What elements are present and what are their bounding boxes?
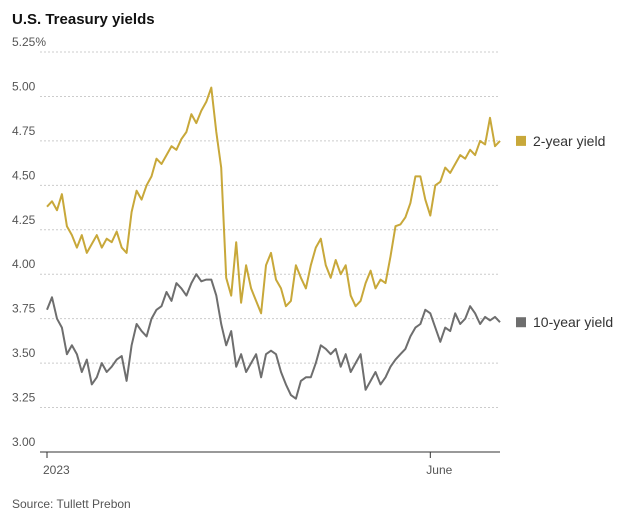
legend-swatch [516, 317, 526, 328]
y-tick-label: 3.25 [12, 391, 36, 405]
legend-label: 10-year yield [533, 314, 613, 330]
y-tick-label: 3.50 [12, 346, 36, 360]
source: Source: Tullett Prebon [12, 497, 131, 511]
legend-swatch [516, 135, 526, 146]
y-tick-label: 5.00 [12, 79, 36, 93]
x-tick-label: 2023 [43, 463, 70, 477]
y-tick-label: 4.25 [12, 213, 36, 227]
legend-label: 2-year yield [533, 133, 605, 149]
y-tick-label: 3.75 [12, 302, 36, 316]
y-tick-label: 5.25% [12, 35, 46, 49]
y-tick-label: 4.00 [12, 257, 36, 271]
x-tick-label: June [426, 463, 452, 477]
y-tick-label: 4.75 [12, 124, 36, 138]
series-line [46, 273, 501, 400]
y-tick-label: 4.50 [12, 168, 36, 182]
y-tick-label: 3.00 [12, 435, 36, 449]
chart-title: U.S. Treasury yields [12, 11, 155, 28]
series-line [46, 86, 501, 315]
